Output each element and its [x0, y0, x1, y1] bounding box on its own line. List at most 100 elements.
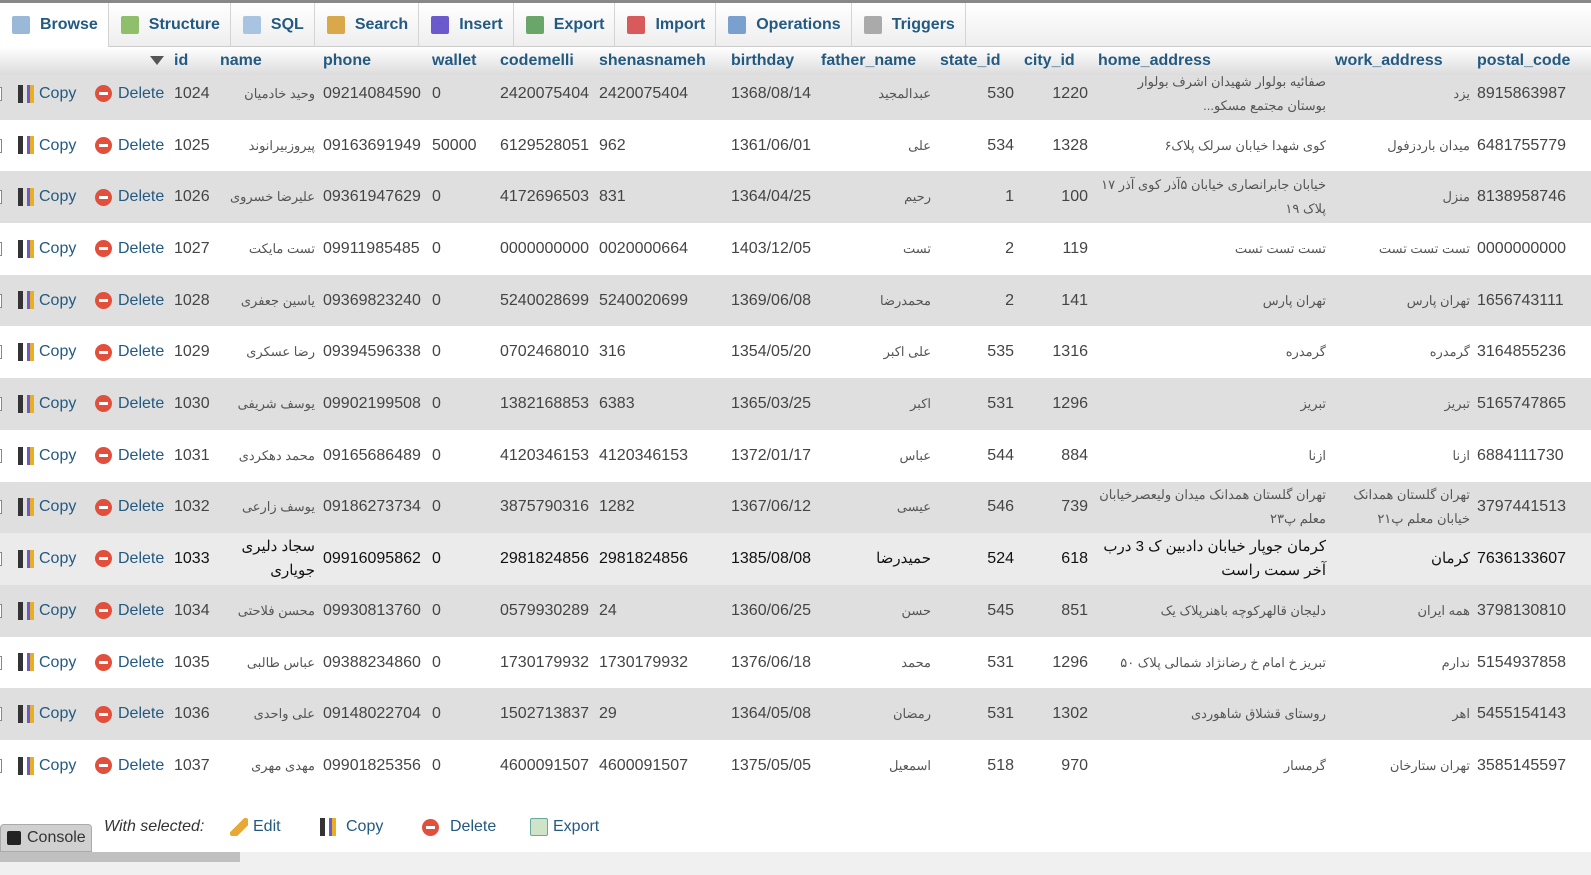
- cell-postal-code: 1656743111: [1477, 291, 1564, 309]
- cell-name: محمد دهکردی: [238, 447, 315, 463]
- row-delete-button[interactable]: Delete: [95, 134, 164, 158]
- cell-name: عباس طالبی: [246, 654, 315, 670]
- cell-wallet: 0: [432, 601, 441, 619]
- cell-codemelli: 3875790316: [500, 498, 589, 516]
- sort-triangle-icon[interactable]: [150, 56, 164, 65]
- cell-home-address: کوی شهدا خیابان سرلک پلاک۶: [1164, 137, 1326, 153]
- row-delete-button[interactable]: Delete: [95, 599, 164, 623]
- row-delete-button[interactable]: Delete: [95, 185, 164, 209]
- cell-home-address: تهران گلستان همدانک میدان ولیعصرخیابان م…: [1099, 487, 1326, 527]
- bulk-delete-button[interactable]: Delete: [422, 818, 496, 836]
- column-header-state-id[interactable]: state_id: [940, 52, 1001, 69]
- horizontal-scrollbar[interactable]: [0, 852, 1591, 875]
- column-header-id[interactable]: id: [174, 52, 189, 69]
- row-delete-button[interactable]: Delete: [95, 392, 164, 416]
- row-delete-button[interactable]: Delete: [95, 547, 164, 571]
- row-checkbox[interactable]: [0, 397, 2, 412]
- row-delete-button[interactable]: Delete: [95, 444, 164, 468]
- row-delete-button[interactable]: Delete: [95, 237, 164, 261]
- delete-icon: [95, 498, 112, 516]
- console-button[interactable]: Console: [0, 824, 92, 852]
- row-checkbox[interactable]: [0, 500, 2, 515]
- tab-sql[interactable]: SQL: [231, 3, 315, 47]
- cell-home-address: صفائیه بولوار شهیدان اشرف بولوار بوستان …: [1137, 73, 1326, 113]
- row-copy-button[interactable]: Copy: [18, 237, 76, 261]
- table-row: Copy Delete 1025 پیروزبیرانوند 09163691949 5…: [0, 120, 1591, 172]
- cell-postal-code: 5165747865: [1477, 395, 1566, 413]
- cell-postal-code: 7636133607: [1477, 550, 1566, 568]
- row-checkbox[interactable]: [0, 552, 2, 567]
- cell-shenasnameh: 5240020699: [599, 291, 688, 309]
- row-checkbox[interactable]: [0, 655, 2, 670]
- table-icon: [12, 16, 30, 34]
- row-copy-button[interactable]: Copy: [18, 651, 76, 675]
- tab-label: Search: [354, 16, 409, 33]
- cell-id: 1030: [174, 395, 210, 413]
- column-header-codemelli[interactable]: codemelli: [500, 52, 574, 69]
- tab-search[interactable]: Search: [315, 3, 420, 47]
- scrollbar-thumb[interactable]: [0, 852, 240, 862]
- row-copy-button[interactable]: Copy: [18, 134, 76, 158]
- row-copy-button[interactable]: Copy: [18, 185, 76, 209]
- tab-operations[interactable]: Operations: [716, 3, 852, 47]
- column-header-father-name[interactable]: father_name: [821, 52, 917, 69]
- row-copy-button[interactable]: Copy: [18, 82, 76, 106]
- column-header-home-address[interactable]: home_address: [1098, 52, 1211, 69]
- cell-name: رضا عسکری: [246, 344, 315, 360]
- row-delete-button[interactable]: Delete: [95, 495, 164, 519]
- row-delete-button[interactable]: Delete: [95, 651, 164, 675]
- row-checkbox[interactable]: [0, 758, 2, 773]
- column-header-work-address[interactable]: work_address: [1335, 52, 1443, 69]
- tab-export[interactable]: Export: [514, 3, 616, 47]
- tab-browse[interactable]: Browse: [0, 3, 109, 47]
- column-header-city-id[interactable]: city_id: [1024, 52, 1075, 69]
- row-checkbox[interactable]: [0, 293, 2, 308]
- delete-label: Delete: [118, 601, 165, 619]
- row-delete-button[interactable]: Delete: [95, 702, 164, 726]
- delete-icon: [95, 136, 112, 154]
- tab-insert[interactable]: Insert: [419, 3, 514, 47]
- row-copy-button[interactable]: Copy: [18, 289, 76, 313]
- row-checkbox[interactable]: [0, 86, 2, 101]
- column-header-wallet[interactable]: wallet: [432, 52, 477, 69]
- row-checkbox[interactable]: [0, 190, 2, 205]
- tab-structure[interactable]: Structure: [109, 3, 231, 47]
- column-header-name[interactable]: name: [220, 52, 262, 69]
- row-copy-button[interactable]: Copy: [18, 392, 76, 416]
- row-checkbox[interactable]: [0, 707, 2, 722]
- row-checkbox[interactable]: [0, 345, 2, 360]
- row-checkbox[interactable]: [0, 138, 2, 153]
- bulk-copy-button[interactable]: Copy: [320, 818, 383, 836]
- row-checkbox[interactable]: [0, 448, 2, 463]
- row-copy-button[interactable]: Copy: [18, 754, 76, 778]
- row-copy-button[interactable]: Copy: [18, 599, 76, 623]
- column-header-phone[interactable]: phone: [323, 52, 371, 69]
- row-copy-button[interactable]: Copy: [18, 495, 76, 519]
- cell-home-address: دلیجان قالهرکوچه باهنرپلاک یک: [1160, 602, 1326, 618]
- column-header-postal-code[interactable]: postal_code: [1477, 52, 1571, 69]
- row-checkbox[interactable]: [0, 241, 2, 256]
- tab-triggers[interactable]: Triggers: [852, 3, 966, 47]
- row-delete-button[interactable]: Delete: [95, 289, 164, 313]
- row-checkbox[interactable]: [0, 603, 2, 618]
- row-copy-button[interactable]: Copy: [18, 547, 76, 571]
- row-delete-button[interactable]: Delete: [95, 754, 164, 778]
- column-header-shenasnameh[interactable]: shenasnameh: [599, 52, 706, 69]
- cell-wallet: 0: [432, 343, 441, 361]
- cell-shenasnameh: 0020000664: [599, 239, 688, 257]
- column-header-birthday[interactable]: birthday: [731, 52, 795, 69]
- row-delete-button[interactable]: Delete: [95, 82, 164, 106]
- row-copy-button[interactable]: Copy: [18, 702, 76, 726]
- bulk-export-button[interactable]: Export: [530, 818, 599, 836]
- table-row: Copy Delete 1034 محسن فلاحتی 09930813760 0 05…: [0, 585, 1591, 637]
- row-copy-button[interactable]: Copy: [18, 340, 76, 364]
- cell-shenasnameh: 2420075404: [599, 84, 688, 102]
- cell-city-id: 739: [1061, 498, 1088, 516]
- row-delete-button[interactable]: Delete: [95, 340, 164, 364]
- bulk-edit-button[interactable]: Edit: [230, 818, 281, 836]
- console-label: Console: [27, 829, 86, 846]
- tab-import[interactable]: Import: [615, 3, 717, 47]
- cell-work-address: ازنا: [1452, 447, 1470, 463]
- row-copy-button[interactable]: Copy: [18, 444, 76, 468]
- cell-work-address: همه ایران: [1417, 602, 1470, 618]
